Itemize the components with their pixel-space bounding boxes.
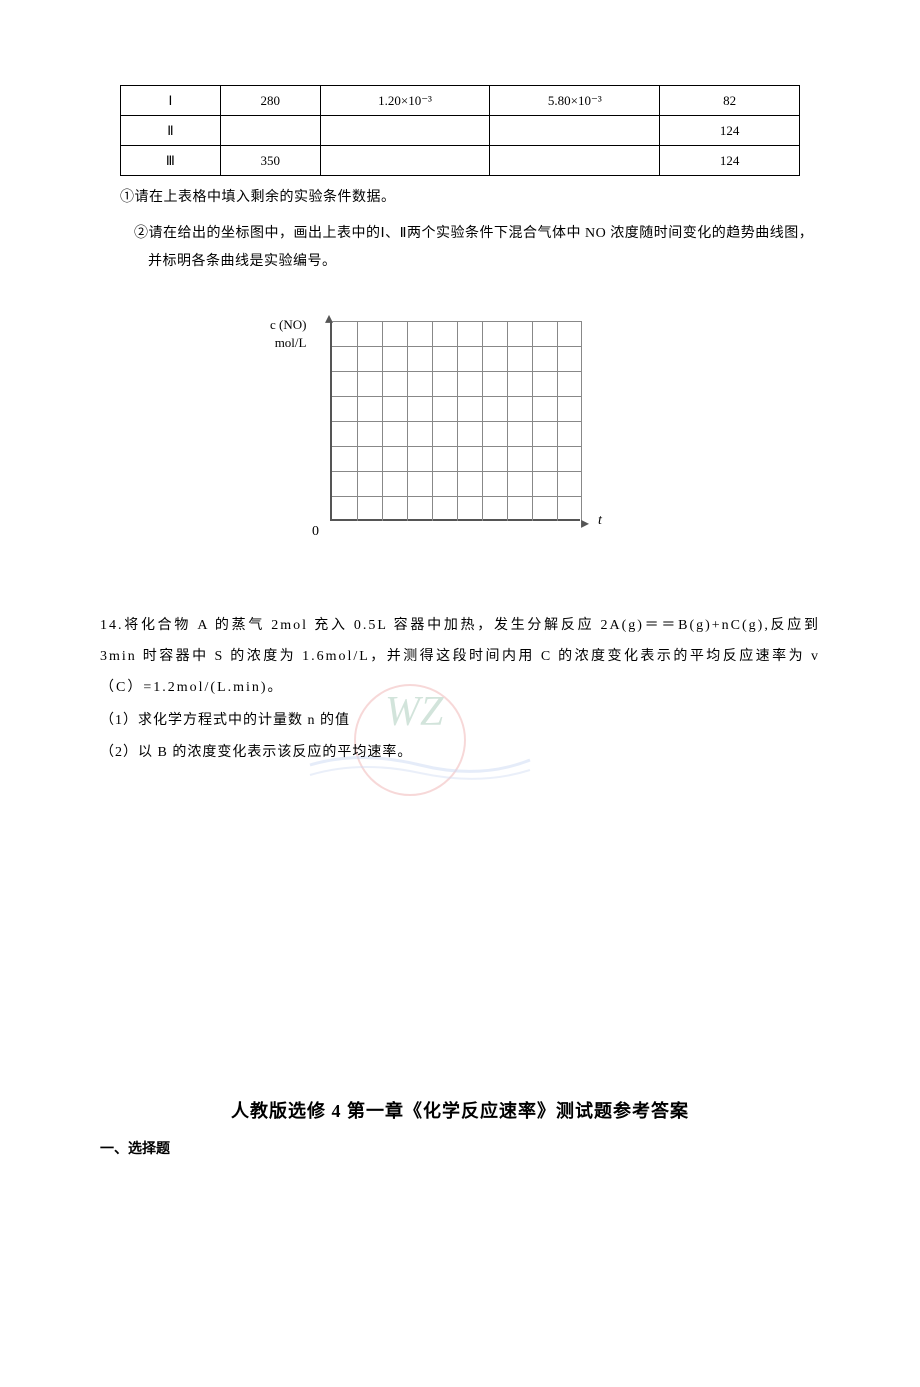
y-axis-label: c (NO) mol/L (270, 316, 306, 352)
chart-area: c (NO) mol/L ▴ ▸ 0 t (270, 316, 610, 556)
x-axis-label: t (598, 513, 602, 529)
table-cell: Ⅱ (121, 116, 221, 146)
origin-label: 0 (312, 524, 319, 540)
table-cell: 350 (220, 146, 320, 176)
question-14-sub2: （2）以 B 的浓度变化表示该反应的平均速率。 (100, 739, 820, 767)
instruction-1: ①请在上表格中填入剩余的实验条件数据。 (120, 184, 820, 212)
table-cell: 124 (660, 116, 800, 146)
chart-grid (330, 321, 580, 521)
table-cell: Ⅰ (121, 86, 221, 116)
table-cell: 280 (220, 86, 320, 116)
table-cell (490, 146, 660, 176)
table-cell: 1.20×10⁻³ (320, 86, 490, 116)
y-label-1: c (NO) (270, 317, 306, 332)
section-heading: 一、选择题 (100, 1138, 920, 1158)
question-14-text: 14.将化合物 A 的蒸气 2mol 充入 0.5L 容器中加热，发生分解反应 … (100, 611, 820, 703)
table-cell (320, 146, 490, 176)
answer-title: 人教版选修 4 第一章《化学反应速率》测试题参考答案 (0, 1097, 920, 1123)
instruction-2: ②请在给出的坐标图中，画出上表中的Ⅰ、Ⅱ两个实验条件下混合气体中 NO 浓度随时… (120, 220, 820, 276)
question-14-sub1: （1）求化学方程式中的计量数 n 的值 (100, 707, 820, 735)
table-cell: 82 (660, 86, 800, 116)
table-cell (490, 116, 660, 146)
x-arrow-icon: ▸ (581, 513, 589, 533)
table-cell: Ⅲ (121, 146, 221, 176)
data-table: Ⅰ 280 1.20×10⁻³ 5.80×10⁻³ 82 Ⅱ 124 Ⅲ 350… (120, 85, 800, 176)
y-label-2: mol/L (275, 335, 307, 350)
table-cell (220, 116, 320, 146)
table-cell (320, 116, 490, 146)
table-cell: 124 (660, 146, 800, 176)
table-cell: 5.80×10⁻³ (490, 86, 660, 116)
